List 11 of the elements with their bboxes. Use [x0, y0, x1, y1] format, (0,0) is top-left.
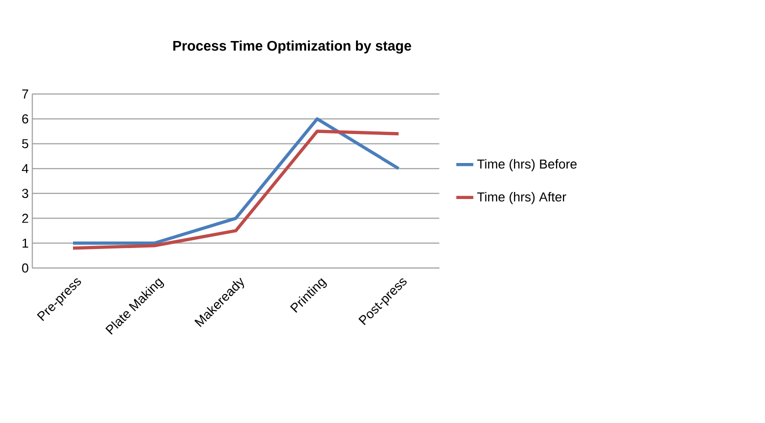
- y-tick-label: 1: [22, 238, 28, 248]
- y-tick-label: 7: [22, 90, 28, 98]
- legend-label: Time (hrs) Before: [477, 159, 577, 172]
- y-tick-label: 5: [22, 139, 28, 148]
- y-tick-label: 3: [22, 188, 28, 198]
- y-tick-label: 0: [22, 263, 28, 273]
- y-tick-label: 2: [22, 214, 28, 223]
- legend-label: Time (hrs) After: [477, 192, 566, 204]
- chart-title: Process Time Optimization by stage: [173, 40, 412, 54]
- y-tick-label: 6: [22, 114, 28, 124]
- y-tick-label: 4: [22, 164, 28, 174]
